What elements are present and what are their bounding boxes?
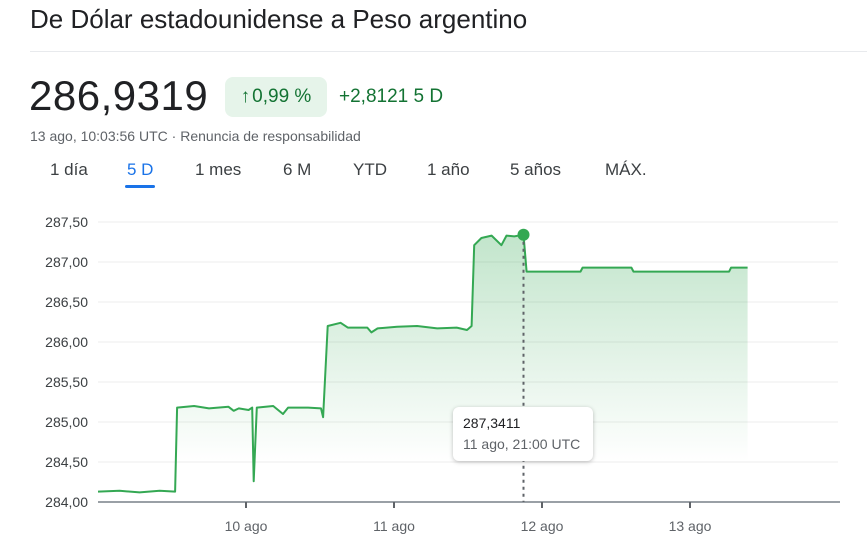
disclaimer-link[interactable]: Renuncia de responsabilidad [180, 128, 361, 144]
change-absolute: +2,8121 5 D [339, 86, 443, 108]
x-tick-label: 13 ago [669, 518, 712, 534]
tab-3[interactable]: 1 mes [195, 160, 242, 179]
arrow-up-icon: ↑ [240, 86, 251, 107]
y-tick-label: 286,50 [45, 294, 88, 310]
divider [30, 51, 867, 52]
price-line [97, 233, 748, 494]
page-title: De Dólar estadounidense a Peso argentino [30, 4, 528, 34]
tab-1[interactable]: 1 día [50, 160, 88, 179]
y-tick-label: 285,50 [45, 374, 88, 390]
tooltip-value: 287,3411 [463, 415, 521, 431]
chart-tooltip: 287,3411 11 ago, 21:00 UTC [453, 407, 593, 461]
change-period: 5 D [413, 86, 444, 107]
y-tick-label: 284,50 [45, 454, 88, 470]
x-tick-label: 10 ago [225, 518, 268, 534]
tab-6[interactable]: 1 año [427, 160, 470, 179]
current-price: 286,9319 [29, 72, 209, 119]
timestamp: 13 ago, 10:03:56 UTC [30, 128, 168, 144]
tab-4[interactable]: 6 M [283, 160, 312, 179]
tab-8[interactable]: MÁX. [605, 160, 647, 179]
tab-7[interactable]: 5 años [510, 160, 562, 179]
y-tick-label: 287,50 [45, 214, 88, 230]
timestamp-line: 13 ago, 10:03:56 UTC · Renuncia de respo… [30, 128, 361, 144]
y-tick-label: 286,00 [45, 334, 88, 350]
y-tick-label: 284,00 [45, 494, 88, 510]
change-percent: 0,99 % [252, 86, 312, 107]
y-tick-label: 285,00 [45, 414, 88, 430]
highlight-point [517, 228, 530, 241]
tab-2[interactable]: 5 D [124, 160, 156, 188]
tab-5[interactable]: YTD [353, 160, 387, 179]
change-value: +2,8121 [339, 86, 409, 107]
y-tick-label: 287,00 [45, 254, 88, 270]
change-percent-badge: ↑ 0,99 % [225, 77, 327, 117]
tooltip-date: 11 ago, 21:00 UTC [463, 436, 581, 452]
price-area [98, 234, 748, 502]
x-tick-label: 11 ago [373, 518, 415, 534]
separator: · [171, 128, 177, 144]
x-tick-label: 12 ago [521, 518, 564, 534]
